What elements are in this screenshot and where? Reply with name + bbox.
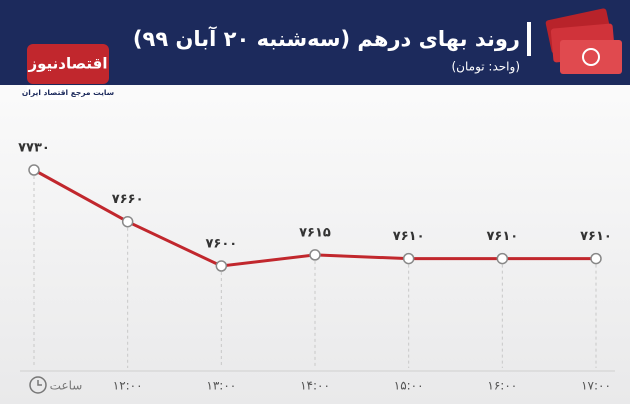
x-tick-label: ۱۶:۰۰ <box>487 379 517 393</box>
logo-box <box>27 44 109 84</box>
point <box>28 164 40 176</box>
point <box>121 215 134 228</box>
x-tick-label: ۱۴:۰۰ <box>300 379 330 393</box>
value-label: ۷۶۱۰ <box>393 229 425 244</box>
plot: ۷۷۳۰ ۷۶۶۰ ۱۲:۰۰ ۷۶۰۰ ۱۳:۰۰ ۷۶۱۵ ۱۴:۰۰ ۷۶۱۰ ۱۵:۰۰… <box>18 141 612 393</box>
value-label: ۷۶۱۵ <box>299 225 331 240</box>
title-bar <box>527 22 531 56</box>
chart-title: روند بهای درهم (سه‌شنبه ۲۰ آبان ۹۹) <box>133 26 520 51</box>
logo: اقتصادنیوز <box>28 55 108 73</box>
clock-icon <box>29 376 47 394</box>
point <box>215 260 228 272</box>
value-label: ۷۶۰۰ <box>205 237 237 252</box>
value-label: ۷۶۱۰ <box>580 229 612 244</box>
x-tick-label: ۱۷:۰۰ <box>581 379 611 393</box>
point <box>496 252 509 265</box>
x-tick-label: ۱۵:۰۰ <box>394 379 424 393</box>
x-axis-label: ساعت <box>50 379 83 393</box>
x-tick-label: ۱۳:۰۰ <box>206 379 236 393</box>
value-label: ۷۷۳۰ <box>18 141 50 156</box>
tagline: سایت مرجع اقتصاد ایران <box>22 88 114 97</box>
tagline-box <box>27 86 109 100</box>
chart-subtitle: (واحد: تومان) <box>451 60 520 75</box>
money-icon <box>545 8 622 74</box>
value-label: ۷۶۶۰ <box>112 192 144 207</box>
point <box>309 249 321 261</box>
point <box>402 252 415 265</box>
point <box>590 252 602 265</box>
x-tick-label: ۱۲:۰۰ <box>113 379 143 393</box>
value-label: ۷۶۱۰ <box>486 229 518 244</box>
